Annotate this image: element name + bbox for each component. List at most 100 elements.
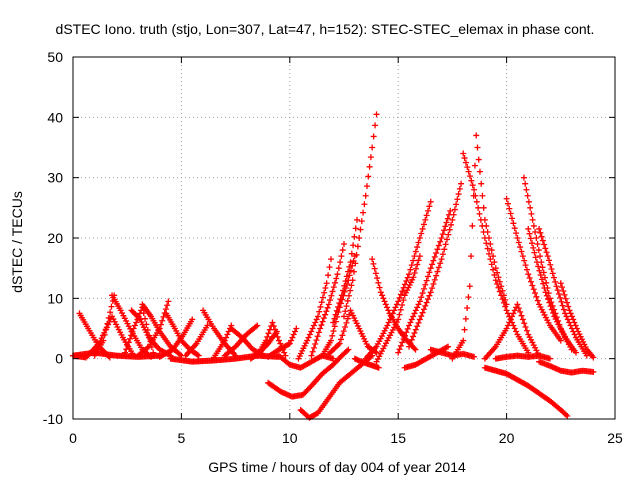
x-tick-label: 10 bbox=[282, 430, 298, 446]
data-point bbox=[476, 168, 483, 175]
series-40 bbox=[481, 301, 543, 362]
data-point bbox=[438, 235, 445, 241]
data-point bbox=[515, 239, 522, 246]
data-point bbox=[373, 111, 380, 118]
data-point bbox=[534, 297, 541, 304]
data-point bbox=[126, 335, 133, 342]
data-point bbox=[335, 265, 342, 272]
data-point bbox=[548, 306, 555, 313]
data-point bbox=[425, 207, 432, 214]
data-point bbox=[475, 156, 482, 163]
data-point bbox=[327, 297, 334, 304]
data-point bbox=[549, 270, 556, 277]
data-point bbox=[511, 307, 518, 314]
series-19 bbox=[247, 328, 280, 362]
data-point bbox=[532, 290, 539, 297]
data-point bbox=[164, 302, 171, 309]
data-point bbox=[572, 322, 579, 329]
data-point bbox=[377, 289, 384, 296]
data-point bbox=[430, 281, 437, 288]
data-point bbox=[538, 276, 545, 283]
data-point bbox=[558, 298, 565, 305]
data-point bbox=[289, 334, 296, 341]
data-point bbox=[308, 328, 315, 335]
data-point bbox=[500, 299, 507, 306]
data-point bbox=[122, 349, 129, 356]
data-point bbox=[411, 253, 418, 260]
data-point bbox=[317, 325, 324, 332]
data-point bbox=[522, 180, 529, 187]
data-point bbox=[344, 297, 351, 304]
data-point bbox=[473, 198, 480, 205]
series-46 bbox=[557, 280, 597, 361]
data-point bbox=[365, 173, 372, 180]
data-point bbox=[100, 337, 107, 344]
data-point bbox=[418, 230, 425, 237]
data-point bbox=[411, 310, 418, 317]
data-point bbox=[563, 411, 570, 418]
data-point bbox=[189, 316, 196, 323]
data-point bbox=[562, 310, 569, 317]
data-point bbox=[321, 289, 328, 296]
data-point bbox=[563, 299, 570, 306]
data-point bbox=[530, 222, 537, 229]
data-point bbox=[458, 180, 465, 187]
data-point bbox=[537, 253, 544, 260]
series-35 bbox=[406, 180, 465, 350]
data-point bbox=[375, 279, 382, 286]
data-point bbox=[357, 226, 364, 233]
data-point bbox=[414, 261, 421, 268]
data-point bbox=[347, 287, 354, 294]
data-point bbox=[559, 302, 566, 309]
data-point bbox=[419, 290, 426, 297]
data-point bbox=[367, 154, 374, 161]
data-point bbox=[225, 328, 232, 335]
data-point bbox=[524, 192, 531, 199]
data-point bbox=[159, 317, 166, 324]
series-15 bbox=[210, 322, 235, 361]
data-point bbox=[504, 200, 511, 207]
data-point bbox=[129, 328, 136, 335]
data-point bbox=[401, 332, 408, 339]
data-point bbox=[426, 292, 433, 299]
data-point bbox=[507, 210, 514, 217]
data-point bbox=[469, 222, 476, 229]
data-point bbox=[437, 238, 444, 245]
data-point bbox=[514, 235, 521, 241]
data-point bbox=[323, 308, 330, 315]
data-point bbox=[382, 301, 389, 308]
data-point bbox=[410, 313, 417, 320]
data-point bbox=[337, 296, 344, 303]
data-point bbox=[345, 346, 352, 353]
data-point bbox=[142, 315, 149, 322]
data-point bbox=[443, 236, 450, 243]
data-point bbox=[557, 337, 564, 344]
data-point bbox=[105, 314, 112, 321]
data-point bbox=[350, 268, 357, 275]
y-tick-label: 0 bbox=[55, 351, 63, 367]
data-point bbox=[315, 329, 322, 336]
data-point bbox=[562, 295, 569, 302]
y-tick-label: 30 bbox=[47, 170, 63, 186]
data-point bbox=[372, 122, 379, 129]
data-point bbox=[536, 225, 543, 232]
data-point bbox=[483, 240, 490, 247]
data-point bbox=[414, 304, 421, 311]
data-point bbox=[361, 201, 368, 208]
data-point bbox=[450, 211, 457, 218]
data-point bbox=[358, 218, 365, 225]
data-point bbox=[467, 173, 474, 180]
data-point bbox=[445, 343, 452, 350]
data-point bbox=[553, 283, 560, 290]
data-point bbox=[542, 274, 549, 281]
data-point bbox=[330, 284, 337, 291]
data-point bbox=[510, 310, 517, 317]
data-point bbox=[343, 273, 350, 280]
series-41 bbox=[492, 352, 553, 362]
data-point bbox=[423, 299, 430, 306]
series-11 bbox=[156, 316, 196, 360]
data-point bbox=[531, 249, 538, 256]
data-point bbox=[412, 326, 419, 333]
data-point bbox=[404, 274, 411, 281]
data-point bbox=[340, 287, 347, 294]
